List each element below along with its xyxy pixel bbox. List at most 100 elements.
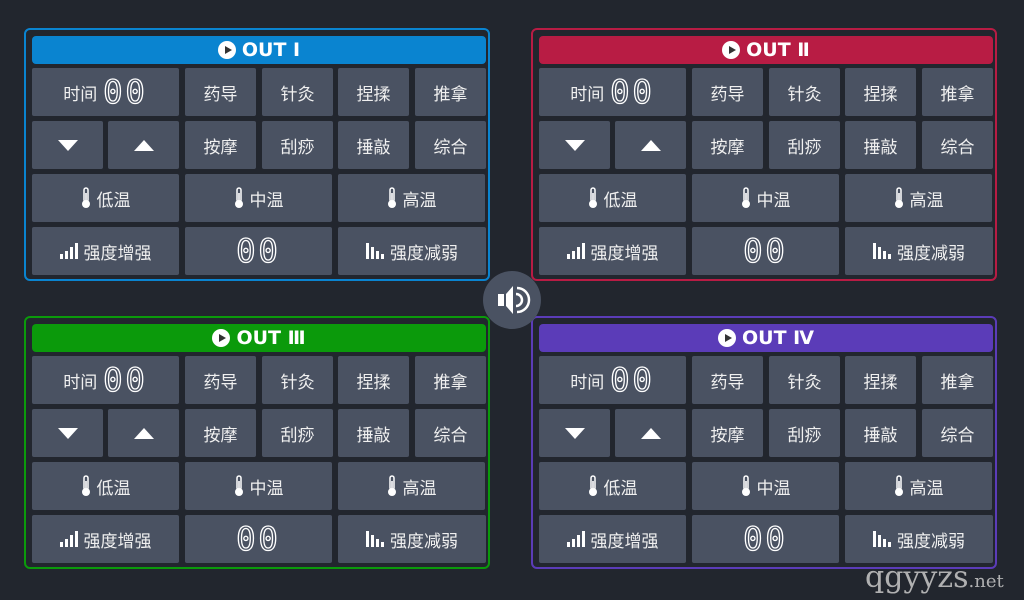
time-value: 00 <box>610 360 655 399</box>
time-down-button[interactable] <box>32 409 103 457</box>
temp-high-button[interactable]: 高温 <box>338 462 485 510</box>
mode-button[interactable]: 综合 <box>922 409 993 457</box>
panel-header: OUT Ⅲ <box>32 324 486 352</box>
mode-button[interactable]: 综合 <box>922 121 993 169</box>
intensity-increase-button[interactable]: 强度增强 <box>32 227 179 275</box>
time-up-button[interactable] <box>108 409 179 457</box>
intensity-increase-button[interactable]: 强度增强 <box>539 227 686 275</box>
mode-button[interactable]: 按摩 <box>692 409 763 457</box>
mode-button[interactable]: 推拿 <box>922 68 993 116</box>
mode-label: 推拿 <box>940 372 975 393</box>
mode-label: 捶敲 <box>863 425 898 446</box>
mode-button[interactable]: 捏揉 <box>338 68 409 116</box>
intensity-decrease-button[interactable]: 强度减弱 <box>845 227 993 275</box>
signal-increase-icon <box>59 531 78 547</box>
mode-button[interactable]: 药导 <box>185 68 256 116</box>
time-down-button[interactable] <box>539 409 610 457</box>
temp-high-button[interactable]: 高温 <box>845 462 992 510</box>
mode-button[interactable]: 捏揉 <box>338 356 409 404</box>
time-up-button[interactable] <box>615 409 686 457</box>
intensity-decrease-button[interactable]: 强度减弱 <box>338 227 486 275</box>
temp-high-button[interactable]: 高温 <box>845 174 992 222</box>
thermometer-icon <box>741 187 750 208</box>
time-up-button[interactable] <box>108 121 179 169</box>
mode-button[interactable]: 捶敲 <box>338 409 409 457</box>
mode-button[interactable]: 捏揉 <box>845 356 916 404</box>
mode-label: 综合 <box>940 425 975 446</box>
panel-title: OUT Ⅰ <box>241 39 301 61</box>
mode-button[interactable]: 药导 <box>185 356 256 404</box>
thermometer-icon <box>81 187 90 208</box>
increase-label: 强度增强 <box>83 531 152 552</box>
time-up-button[interactable] <box>615 121 686 169</box>
temp-high-button[interactable]: 高温 <box>338 174 485 222</box>
intensity-increase-button[interactable]: 强度增强 <box>32 515 179 563</box>
temp-mid-button[interactable]: 中温 <box>185 462 332 510</box>
mode-button[interactable]: 推拿 <box>415 356 486 404</box>
mode-button[interactable]: 按摩 <box>185 409 256 457</box>
mode-button[interactable]: 按摩 <box>692 121 763 169</box>
thermometer-icon <box>588 187 597 208</box>
mode-button[interactable]: 刮痧 <box>769 409 840 457</box>
mode-button[interactable]: 针灸 <box>769 68 840 116</box>
time-down-button[interactable] <box>539 121 610 169</box>
mode-button[interactable]: 捶敲 <box>338 121 409 169</box>
temp-low-button[interactable]: 低温 <box>539 174 686 222</box>
mode-button[interactable]: 按摩 <box>185 121 256 169</box>
signal-decrease-icon <box>873 243 891 259</box>
mode-button[interactable]: 针灸 <box>262 356 333 404</box>
mode-button[interactable]: 捏揉 <box>845 68 916 116</box>
time-display[interactable]: 时间 00 <box>539 68 686 116</box>
time-down-button[interactable] <box>32 121 103 169</box>
play-circle-icon <box>717 329 736 347</box>
intensity-value: 00 <box>743 231 788 270</box>
temp-low-button[interactable]: 低温 <box>539 462 686 510</box>
triangle-up-icon <box>133 427 154 439</box>
temp-low-button[interactable]: 低温 <box>32 462 179 510</box>
decrease-label: 强度减弱 <box>897 243 965 264</box>
temp-label: 低温 <box>603 190 638 211</box>
time-display[interactable]: 时间 00 <box>32 356 179 404</box>
mode-button[interactable]: 刮痧 <box>262 409 333 457</box>
time-display[interactable]: 时间 00 <box>539 356 686 404</box>
mode-button[interactable]: 推拿 <box>415 68 486 116</box>
mode-button[interactable]: 针灸 <box>262 68 333 116</box>
mode-button[interactable]: 捶敲 <box>845 121 916 169</box>
mode-button[interactable]: 综合 <box>415 409 486 457</box>
mode-label: 捶敲 <box>356 137 391 158</box>
panel-header: OUT Ⅰ <box>32 36 486 64</box>
play-circle-icon <box>212 329 231 347</box>
intensity-decrease-button[interactable]: 强度减弱 <box>845 515 993 563</box>
triangle-down-icon <box>57 139 78 151</box>
temp-label: 中温 <box>756 478 791 499</box>
mode-button[interactable]: 刮痧 <box>262 121 333 169</box>
mode-button[interactable]: 药导 <box>692 356 763 404</box>
time-label: 时间 <box>570 84 605 105</box>
intensity-decrease-button[interactable]: 强度减弱 <box>338 515 486 563</box>
mode-label: 针灸 <box>280 372 315 393</box>
mode-button[interactable]: 刮痧 <box>769 121 840 169</box>
mode-button[interactable]: 针灸 <box>769 356 840 404</box>
mode-label: 捏揉 <box>356 84 391 105</box>
mode-button[interactable]: 推拿 <box>922 356 993 404</box>
mode-button[interactable]: 捶敲 <box>845 409 916 457</box>
decrease-label: 强度减弱 <box>390 243 458 264</box>
intensity-increase-button[interactable]: 强度增强 <box>539 515 686 563</box>
mode-label: 按摩 <box>710 137 745 158</box>
temp-mid-button[interactable]: 中温 <box>185 174 332 222</box>
temp-label: 高温 <box>402 478 437 499</box>
mode-button[interactable]: 综合 <box>415 121 486 169</box>
mode-label: 刮痧 <box>280 425 315 446</box>
temp-mid-button[interactable]: 中温 <box>692 462 839 510</box>
intensity-display: 00 <box>692 515 839 563</box>
signal-increase-icon <box>566 531 585 547</box>
temp-low-button[interactable]: 低温 <box>32 174 179 222</box>
temp-label: 中温 <box>249 478 284 499</box>
triangle-down-icon <box>57 427 78 439</box>
temp-mid-button[interactable]: 中温 <box>692 174 839 222</box>
time-display[interactable]: 时间 00 <box>32 68 179 116</box>
panel-header: OUT Ⅱ <box>539 36 993 64</box>
mode-button[interactable]: 药导 <box>692 68 763 116</box>
volume-button[interactable] <box>483 271 541 329</box>
mode-label: 药导 <box>203 84 238 105</box>
